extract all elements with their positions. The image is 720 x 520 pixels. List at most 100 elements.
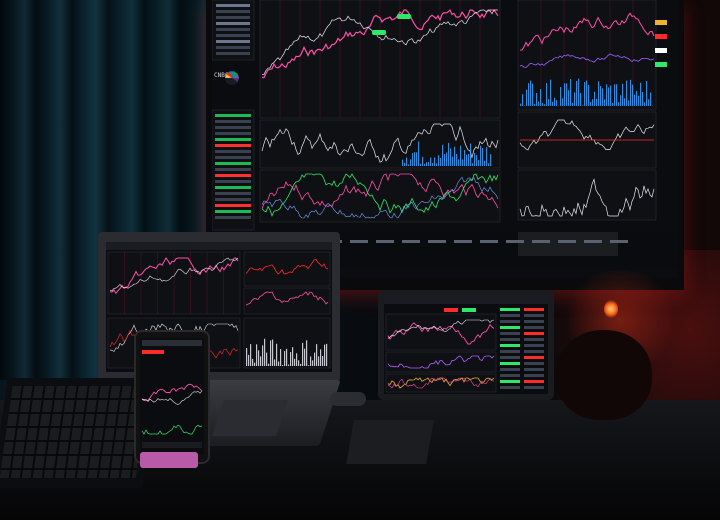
status-bar-text — [532, 240, 550, 243]
apple-shaped-lamp — [556, 330, 652, 420]
watchlist-row — [215, 144, 251, 147]
laptop-volume-bar — [302, 342, 304, 366]
right-volume-bar — [522, 94, 524, 106]
laptop-side-line — [245, 258, 329, 275]
watchlist-row — [215, 216, 251, 219]
laptop-volume-bar — [260, 356, 262, 366]
watchlist-row — [215, 180, 251, 183]
volume-bar — [428, 162, 430, 166]
right-volume-bar — [550, 79, 552, 106]
right-volume-bar — [650, 92, 652, 106]
volume-bar — [448, 142, 450, 166]
right-volume-bar — [540, 89, 542, 106]
right-volume-bar — [598, 81, 600, 106]
right-volume-bar — [584, 82, 586, 106]
laptop-toolbar — [106, 242, 332, 250]
tablet-list-row — [524, 374, 544, 377]
right-volume-bar — [640, 82, 642, 106]
tablet-price-tag — [444, 308, 458, 312]
phone-screen — [140, 338, 204, 454]
laptop-volume-bar — [278, 361, 280, 366]
volume-bar — [414, 152, 416, 166]
right-volume-bar — [622, 83, 624, 106]
status-bar-text — [610, 240, 628, 243]
watchlist-row — [215, 192, 251, 195]
tablet-list-row — [500, 362, 520, 365]
right-volume-bar — [648, 99, 650, 106]
volume-bar — [488, 163, 490, 166]
volume-bar — [480, 145, 482, 166]
right-volume-bar — [626, 80, 628, 106]
right-volume-bar — [602, 88, 604, 106]
phone-price-tag — [142, 350, 164, 354]
right-volume-bar — [592, 99, 594, 106]
volume-bar — [418, 141, 420, 166]
right-volume-bar — [646, 80, 648, 106]
right-volume-bar — [634, 94, 636, 106]
tablet-list-row — [524, 362, 544, 365]
phone-stand — [140, 452, 198, 468]
watchlist-row — [215, 150, 251, 153]
volume-bar — [412, 153, 414, 166]
laptop-volume-bar — [292, 347, 294, 366]
laptop-volume-bar — [280, 349, 282, 366]
right-volume-bar — [572, 103, 574, 106]
watchlist-row — [215, 204, 251, 207]
laptop-volume-bar — [326, 343, 328, 366]
quote-row — [216, 46, 250, 49]
laptop-volume-bar — [284, 350, 286, 366]
watchlist-row — [215, 120, 251, 123]
laptop-volume-bar — [282, 365, 284, 366]
tablet-charts — [384, 296, 548, 394]
large-monitor: CNBC — [206, 0, 684, 290]
tablet-price-line-2 — [387, 319, 495, 339]
right-volume-bar — [548, 99, 550, 106]
right-volume-bar — [642, 91, 644, 106]
volume-bar — [424, 163, 426, 166]
tablet-list-row — [500, 386, 520, 389]
tablet-list-row — [524, 386, 544, 389]
tablet-list-row — [500, 338, 520, 341]
smartphone — [134, 330, 210, 464]
right-volume-bar — [530, 80, 532, 106]
quote-row — [216, 22, 250, 25]
quote-row — [216, 34, 250, 37]
tablet-list-row — [524, 368, 544, 371]
phone-header — [142, 340, 202, 346]
laptop-volume-bar — [306, 340, 308, 366]
right-volume-bar — [632, 84, 634, 106]
laptop-volume-bar — [264, 338, 266, 366]
candle-flame — [604, 300, 618, 318]
laptop-volume-bar — [296, 353, 298, 366]
status-bar-text — [402, 240, 420, 243]
volume-bar — [408, 164, 410, 166]
right-average-line — [519, 53, 655, 68]
quote-row — [216, 40, 250, 43]
right-price-line — [519, 12, 655, 51]
right-wave-panel — [517, 169, 657, 221]
right-volume-bar — [538, 101, 540, 106]
tablet-list-row — [500, 380, 520, 383]
cnbc-peacock-feather — [226, 71, 232, 78]
volume-bar — [402, 159, 404, 166]
right-volume-bar — [542, 103, 544, 106]
main-price-line-2 — [261, 9, 498, 76]
watchlist-row — [215, 186, 251, 189]
volume-bar — [454, 146, 456, 166]
tablet-list-row — [500, 314, 520, 317]
volume-bar — [444, 154, 446, 166]
right-volume-bar — [570, 79, 572, 106]
volume-bar — [432, 163, 434, 166]
price-tag — [655, 48, 667, 53]
laptop-volume-bar — [300, 363, 302, 366]
desk-device — [346, 420, 434, 464]
laptop-volume-bar — [274, 359, 276, 366]
right-volume-bar — [636, 90, 638, 106]
quote-row — [216, 52, 250, 55]
volume-bar — [464, 150, 466, 166]
right-volume-bar — [620, 95, 622, 106]
laptop-volume-bar — [310, 356, 312, 366]
right-volume-bar — [520, 103, 522, 106]
right-volume-bar — [580, 93, 582, 106]
laptop-volume-bar — [258, 350, 260, 366]
